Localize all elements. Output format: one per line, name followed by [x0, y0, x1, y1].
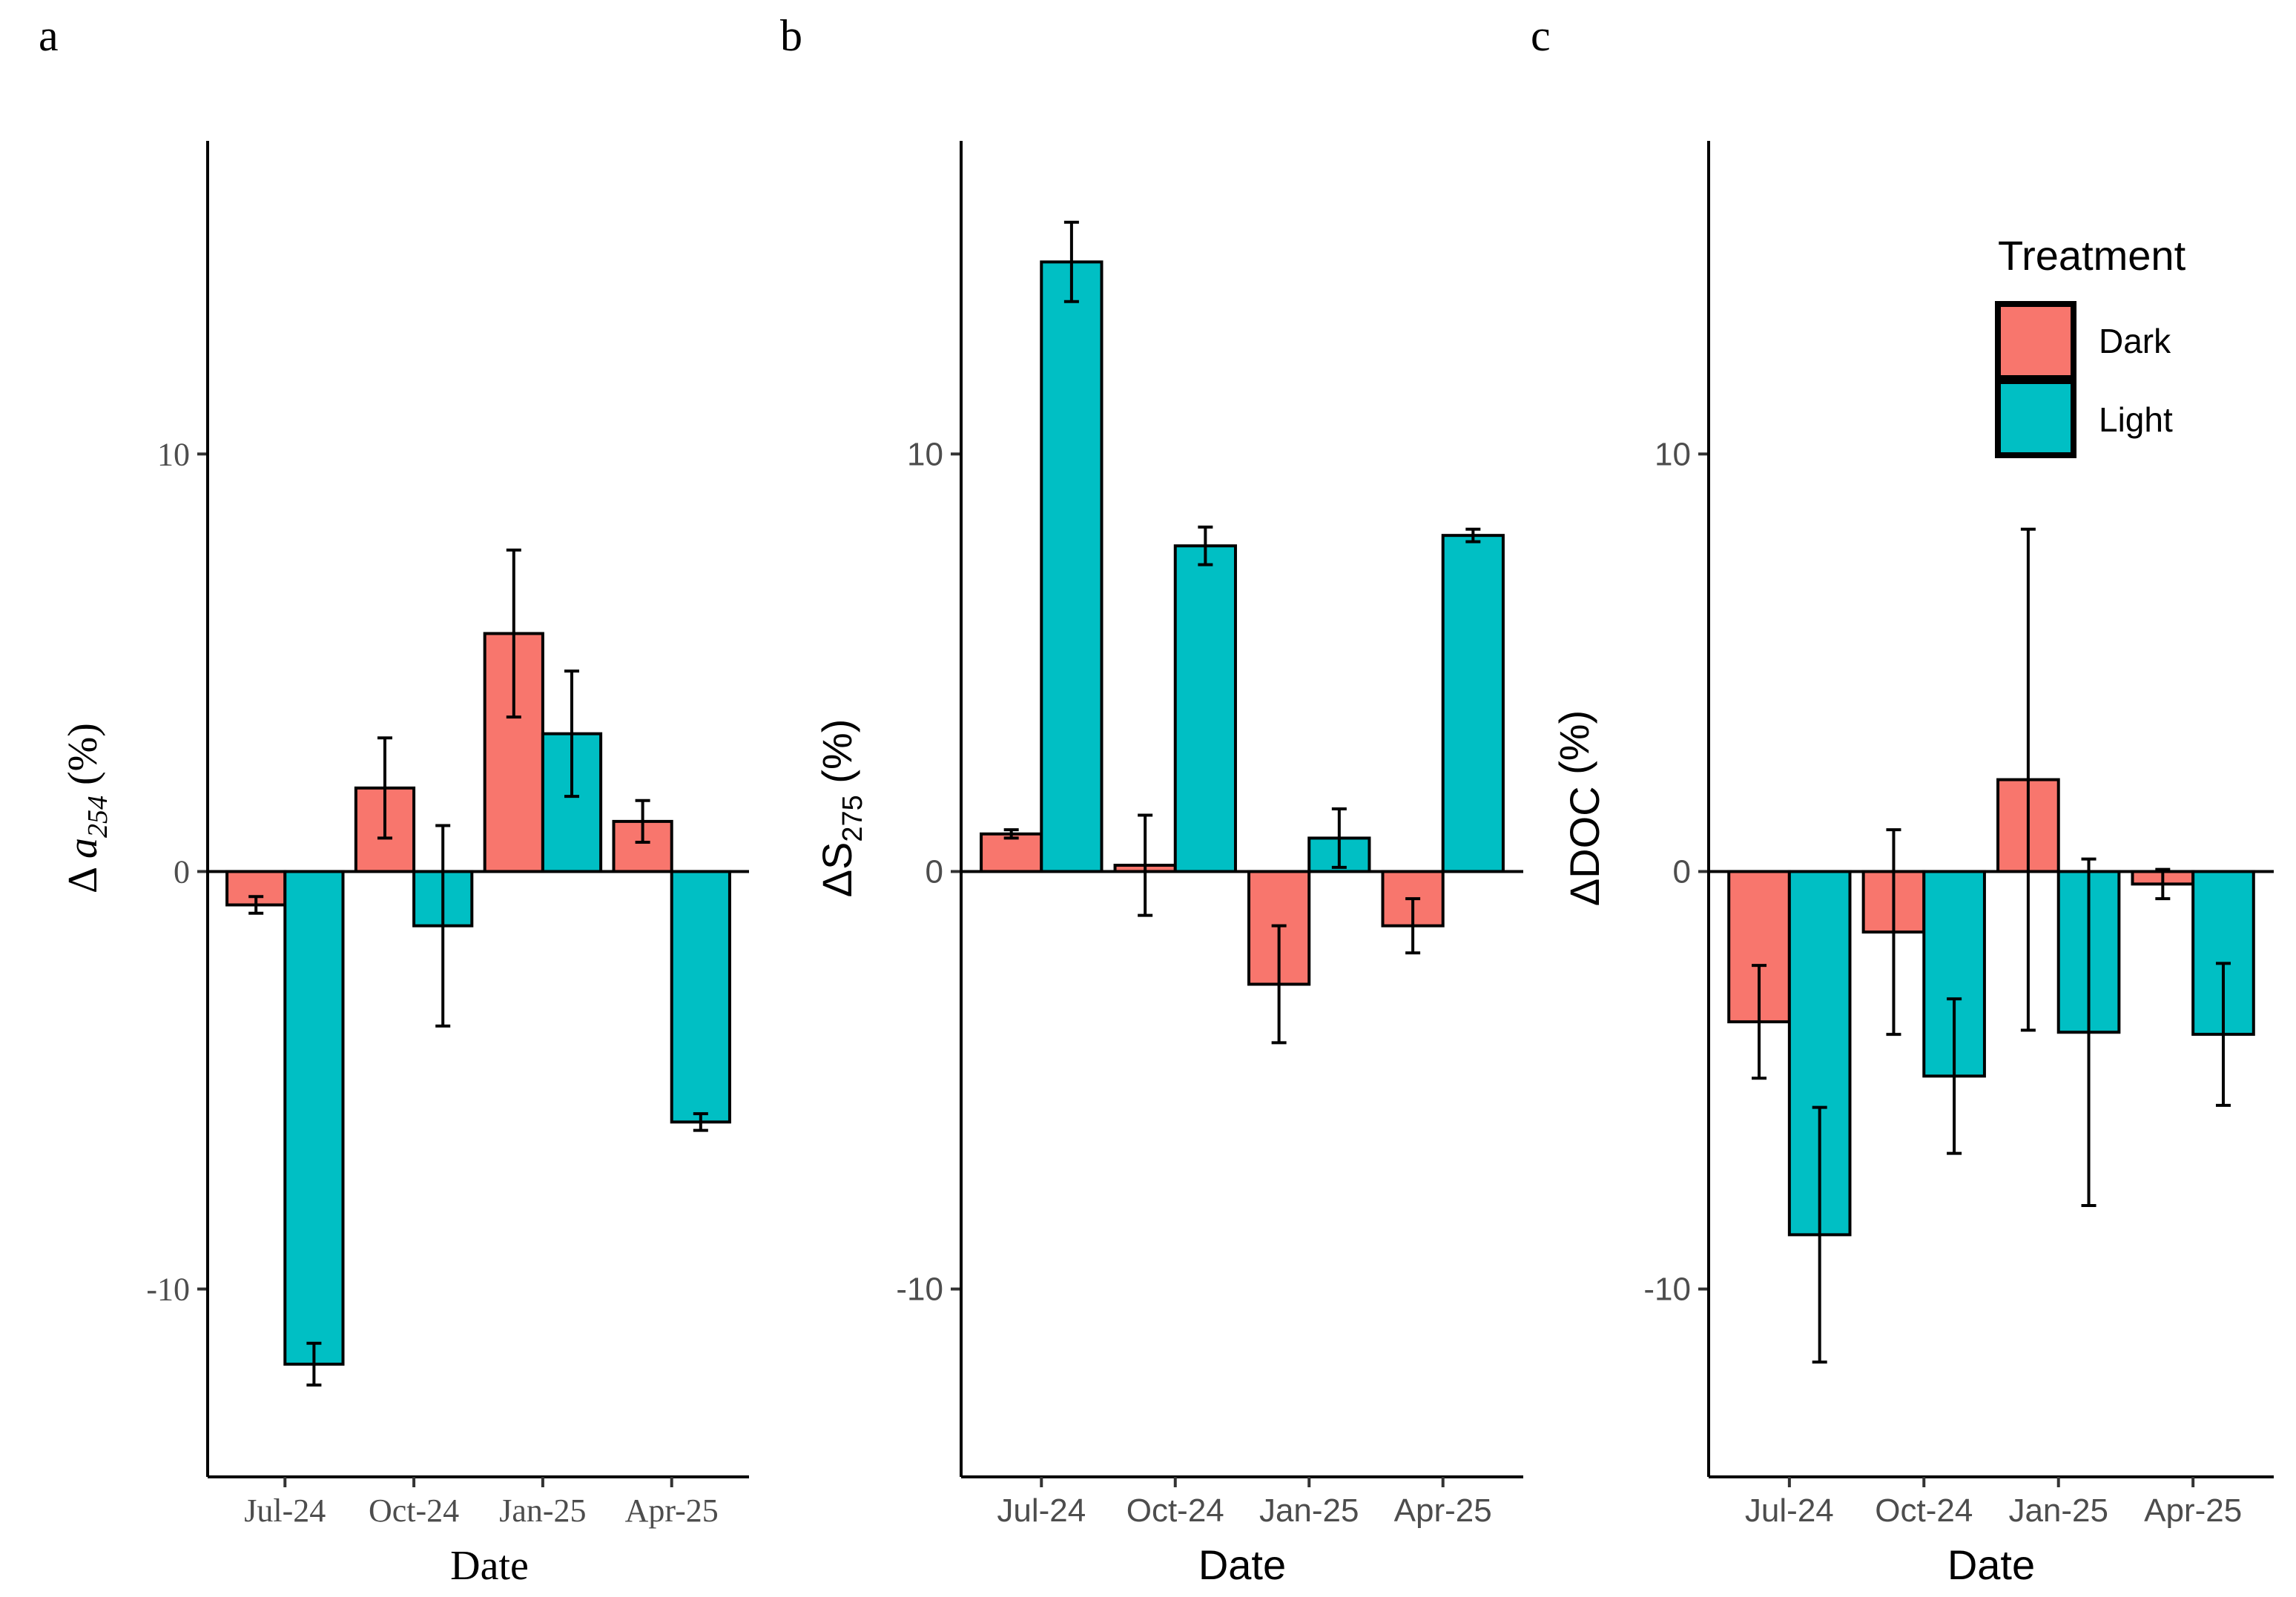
panel-b-bars — [961, 220, 1523, 1045]
panel-a-ylabel: Δ a254 (%) — [60, 723, 113, 893]
panel-a-bars — [208, 548, 749, 1387]
panel-a-xtick-label: Jul-24 — [244, 1492, 326, 1529]
panel-c-errorbar-dark-jul-24 — [1752, 964, 1767, 1080]
panel-c-xtick-label: Apr-25 — [2144, 1492, 2242, 1529]
panel-c-xtick-label: Jul-24 — [1745, 1492, 1834, 1529]
panel-b-ylabel-sub: 275 — [837, 795, 868, 842]
panel-b-letter: b — [780, 11, 802, 60]
panel-b-y-ticks: -10 0 10 — [896, 436, 961, 1308]
panel-a-errorbar-light-apr-25 — [693, 1112, 708, 1132]
panel-b-bar-light-apr-25 — [1441, 534, 1505, 873]
panel-a-errorbar-dark-jul-24 — [248, 895, 264, 915]
panel-b-ytick-label: -10 — [896, 1272, 943, 1308]
panel-b-ylabel-symbol: Δ — [814, 870, 860, 897]
panel-b-ytick-label: 10 — [907, 436, 943, 472]
panel-c-errorbar-dark-jan-25 — [2020, 527, 2036, 1032]
panel-c-errorbar-light-apr-25 — [2215, 962, 2231, 1107]
panel-c-y-ticks: -10 0 10 — [1643, 436, 1709, 1308]
panel-a-ylabel-unit: (%) — [60, 723, 106, 796]
panel-c-ytick-label: 10 — [1655, 436, 1691, 472]
panel-b-errorbar-dark-jul-24 — [1003, 828, 1019, 840]
panel-b: b -10 0 10 Jul-24 Oct-24 Jan-25 Apr-25 Date Δ… — [780, 11, 1523, 1588]
panel-b-errorbar-light-apr-25 — [1465, 527, 1481, 543]
panel-b-xtick-label: Apr-25 — [1394, 1492, 1492, 1529]
panel-b-bar-light-oct-24 — [1173, 544, 1237, 873]
panel-c-ytick-label: 0 — [1673, 853, 1691, 890]
legend-label-dark: Dark — [2099, 322, 2171, 360]
legend: Treatment Dark Light — [1995, 232, 2186, 458]
panel-a-errorbar-light-jul-24 — [306, 1341, 322, 1387]
panel-c-xlabel: Date — [1947, 1541, 2035, 1588]
legend-key-dark — [1995, 301, 2076, 381]
panel-b-bar-light-jul-24 — [1040, 260, 1104, 873]
legend-key-light — [1995, 378, 2076, 458]
panel-c-errorbar-light-jul-24 — [1812, 1105, 1827, 1364]
panel-c-errorbar-dark-oct-24 — [1886, 828, 1901, 1036]
panel-a-y-ticks: -10 0 10 — [146, 436, 208, 1308]
panel-b-xlabel: Date — [1198, 1541, 1286, 1588]
panel-b-xtick-label: Oct-24 — [1126, 1492, 1224, 1529]
panel-a-ylabel-sub: 254 — [82, 796, 113, 838]
panel-a-ytick-label: 0 — [174, 853, 190, 890]
panel-a-errorbar-dark-oct-24 — [377, 736, 392, 840]
panel-a-letter: a — [39, 11, 59, 60]
panel-a-ytick-label: 10 — [157, 436, 190, 472]
panel-a-bar-dark-jul-24 — [225, 870, 287, 907]
panel-b-errorbar-light-jan-25 — [1331, 807, 1347, 869]
panel-c-errorbar-light-oct-24 — [1947, 997, 1962, 1155]
panel-b-xtick-label: Jul-24 — [997, 1492, 1086, 1529]
legend-label-light: Light — [2099, 400, 2173, 439]
panel-c-ytick-label: -10 — [1643, 1272, 1691, 1308]
panel-b-errorbar-dark-apr-25 — [1405, 897, 1421, 955]
panel-b-ylabel: ΔS275 (%) — [814, 719, 868, 898]
legend-title: Treatment — [1998, 232, 2186, 279]
panel-b-errorbar-dark-jan-25 — [1271, 924, 1287, 1045]
panel-a-errorbar-dark-apr-25 — [635, 798, 650, 844]
panel-c-ylabel-unit: (%) — [1551, 710, 1597, 787]
panel-c-letter: c — [1531, 11, 1551, 60]
panel-a-errorbar-light-oct-24 — [435, 824, 451, 1028]
panel-c-errorbar-light-jan-25 — [2081, 857, 2097, 1207]
panel-a: a -10 0 10 Jul-24 Oct-24 Jan-25 Apr-25 Date Δ… — [39, 11, 749, 1589]
panel-c-bars — [1709, 527, 2274, 1364]
panel-c-ylabel-var: DOC — [1561, 786, 1608, 878]
panel-a-xtick-label: Jan-25 — [499, 1492, 586, 1529]
panel-b-bar-dark-jul-24 — [980, 832, 1043, 873]
panel-c-ylabel: ΔDOC (%) — [1551, 710, 1608, 907]
panel-a-bar-light-jul-24 — [283, 870, 345, 1366]
panel-b-xtick-label: Jan-25 — [1259, 1492, 1359, 1529]
panel-a-ytick-label: -10 — [146, 1272, 190, 1308]
panel-a-xtick-label: Apr-25 — [625, 1492, 719, 1529]
panel-c-ylabel-symbol: Δ — [1561, 879, 1608, 906]
panel-a-errorbar-dark-jan-25 — [506, 548, 521, 719]
panel-c-xtick-label: Oct-24 — [1875, 1492, 1973, 1529]
panel-c: c -10 0 10 Jul-24 Oct-24 Jan-25 Apr-25 Date Δ… — [1531, 11, 2274, 1588]
panel-a-bar-light-apr-25 — [670, 870, 731, 1124]
panel-b-errorbar-light-oct-24 — [1198, 525, 1213, 566]
panel-b-ylabel-var: S — [814, 842, 860, 870]
panel-b-x-ticks: Jul-24 Oct-24 Jan-25 Apr-25 — [997, 1477, 1492, 1529]
panel-b-errorbar-light-jul-24 — [1063, 220, 1079, 303]
panel-b-ytick-label: 0 — [926, 853, 943, 890]
panel-c-xtick-label: Jan-25 — [2008, 1492, 2108, 1529]
panel-c-errorbar-dark-apr-25 — [2155, 867, 2171, 901]
panel-a-xlabel: Date — [450, 1543, 529, 1589]
panel-a-errorbar-light-jan-25 — [564, 669, 580, 798]
panel-a-xtick-label: Oct-24 — [369, 1492, 459, 1529]
panel-b-errorbar-dark-oct-24 — [1138, 813, 1153, 917]
panel-a-x-ticks: Jul-24 Oct-24 Jan-25 Apr-25 — [244, 1477, 719, 1529]
panel-c-x-ticks: Jul-24 Oct-24 Jan-25 Apr-25 — [1745, 1477, 2242, 1529]
panel-a-ylabel-symbol: Δ — [60, 859, 106, 893]
panel-a-ylabel-var: a — [60, 838, 106, 859]
panel-b-ylabel-unit: (%) — [814, 719, 860, 796]
